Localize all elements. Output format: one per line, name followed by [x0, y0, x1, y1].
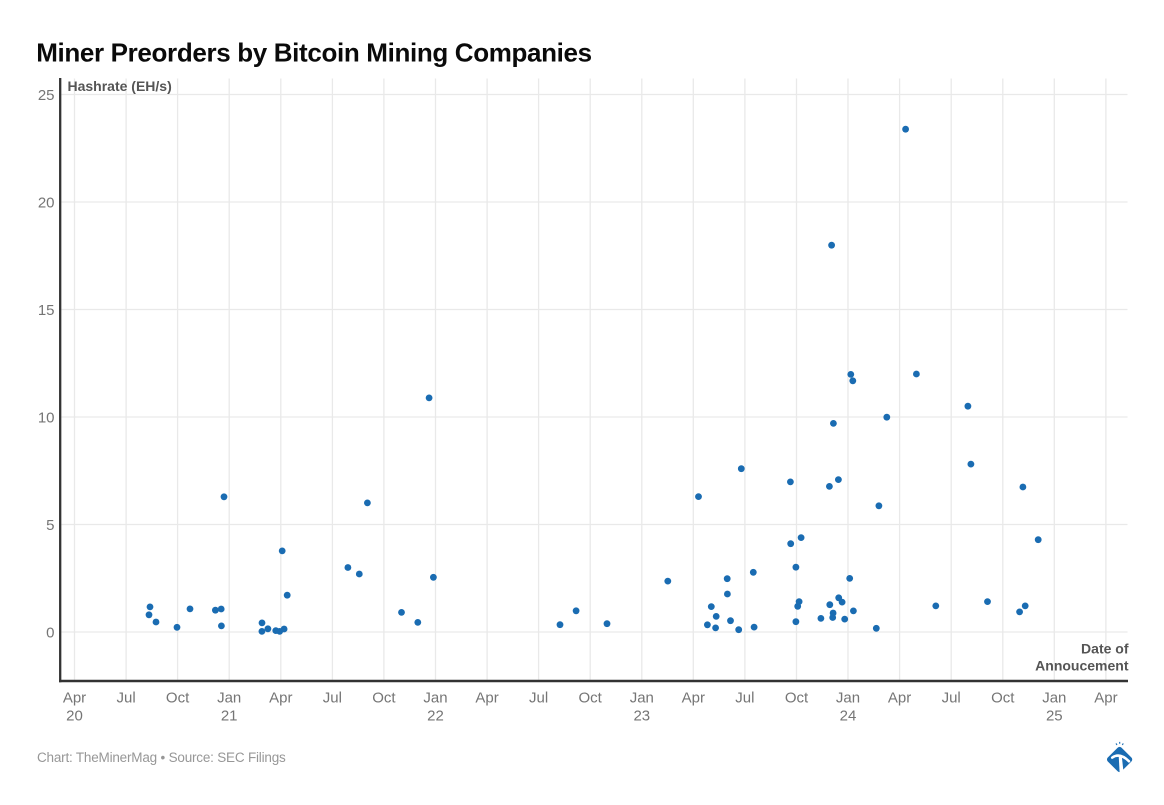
svg-text:20: 20	[66, 707, 83, 724]
svg-text:0: 0	[46, 625, 54, 642]
svg-text:Jan: Jan	[217, 689, 241, 706]
svg-text:20: 20	[38, 195, 55, 212]
svg-text:Oct: Oct	[166, 689, 190, 706]
svg-text:10: 10	[38, 410, 55, 427]
svg-text:Oct: Oct	[785, 689, 809, 706]
svg-text:25: 25	[1046, 707, 1063, 724]
svg-text:Oct: Oct	[991, 689, 1015, 706]
svg-text:Jul: Jul	[117, 689, 136, 706]
svg-text:Jan: Jan	[836, 689, 860, 706]
svg-text:Apr: Apr	[888, 689, 911, 706]
svg-text:Apr: Apr	[682, 689, 705, 706]
svg-text:Oct: Oct	[579, 689, 603, 706]
svg-text:Oct: Oct	[372, 689, 396, 706]
svg-text:Apr: Apr	[269, 689, 292, 706]
svg-text:21: 21	[221, 707, 238, 724]
svg-text:Annoucement: Annoucement	[1035, 658, 1129, 674]
svg-text:24: 24	[840, 707, 857, 724]
svg-text:Jul: Jul	[942, 689, 961, 706]
svg-text:25: 25	[38, 87, 55, 104]
svg-text:22: 22	[427, 707, 444, 724]
svg-text:Miner Preorders by Bitcoin Min: Miner Preorders by Bitcoin Mining Compan…	[36, 37, 592, 67]
svg-text:Jan: Jan	[1042, 689, 1066, 706]
svg-text:Jul: Jul	[323, 689, 342, 706]
svg-text:Hashrate (EH/s): Hashrate (EH/s)	[68, 78, 172, 94]
svg-text:23: 23	[633, 707, 650, 724]
svg-text:Jan: Jan	[630, 689, 654, 706]
svg-text:Chart: TheMinerMag • Source: S: Chart: TheMinerMag • Source: SEC Filings	[37, 750, 286, 765]
svg-text:15: 15	[38, 302, 55, 319]
svg-text:Jul: Jul	[735, 689, 754, 706]
svg-text:Apr: Apr	[1094, 689, 1117, 706]
svg-text:Apr: Apr	[475, 689, 498, 706]
svg-text:Jul: Jul	[529, 689, 548, 706]
svg-text:Jan: Jan	[423, 689, 447, 706]
svg-text:5: 5	[46, 517, 54, 534]
svg-text:Apr: Apr	[63, 689, 86, 706]
svg-text:Date of: Date of	[1081, 641, 1129, 657]
